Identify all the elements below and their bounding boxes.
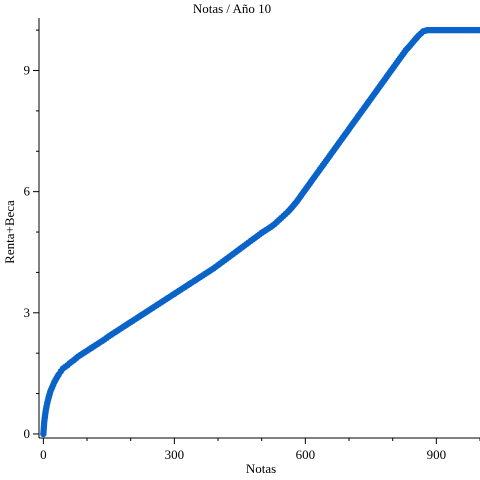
y-tick-label: 3 bbox=[24, 305, 31, 320]
y-tick-label: 0 bbox=[24, 426, 31, 441]
data-points bbox=[40, 26, 480, 438]
y-tick-label: 6 bbox=[24, 184, 31, 199]
x-tick-label: 900 bbox=[427, 447, 447, 462]
y-axis-label: Renta+Beca bbox=[2, 200, 17, 264]
x-tick-label: 600 bbox=[296, 447, 316, 462]
x-tick-label: 0 bbox=[40, 447, 47, 462]
data-point bbox=[476, 26, 480, 34]
chart-title: Notas / Año 10 bbox=[193, 1, 271, 16]
x-axis-label: Notas bbox=[246, 461, 276, 476]
x-tick-label: 300 bbox=[165, 447, 185, 462]
y-tick-label: 9 bbox=[24, 63, 31, 78]
axes: 0 300 600 900 0 3 6 9 bbox=[24, 18, 480, 462]
